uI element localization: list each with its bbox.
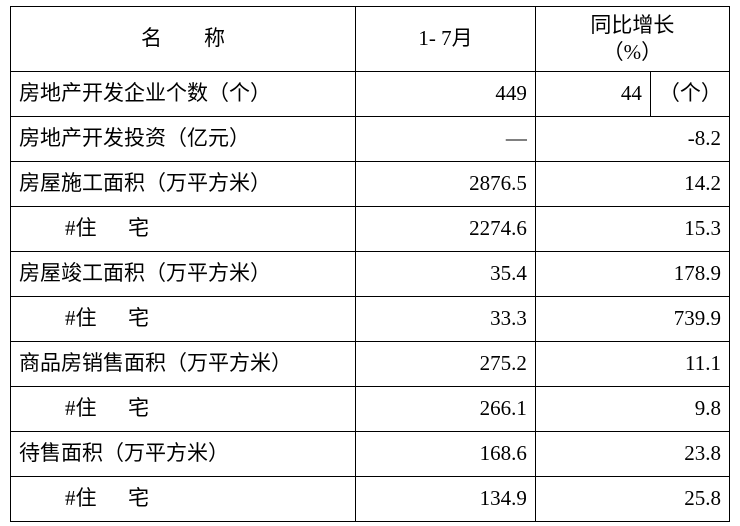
row-growth: 11.1 bbox=[535, 342, 729, 387]
row-growth-value: 44 bbox=[535, 72, 650, 117]
row-label: #住宅 bbox=[11, 387, 356, 432]
row-label: 房屋竣工面积（万平方米） bbox=[11, 252, 356, 297]
table-row: 房屋竣工面积（万平方米）35.4178.9 bbox=[11, 252, 730, 297]
row-growth: 178.9 bbox=[535, 252, 729, 297]
row-value: 449 bbox=[356, 72, 536, 117]
row-label: 房地产开发投资（亿元） bbox=[11, 117, 356, 162]
row-label: 房屋施工面积（万平方米） bbox=[11, 162, 356, 207]
row-label: #住宅 bbox=[11, 477, 356, 522]
table-row: #住宅33.3739.9 bbox=[11, 297, 730, 342]
table-header: 名 称 1- 7月 同比增长 （%） bbox=[11, 7, 730, 72]
table-row: 待售面积（万平方米）168.623.8 bbox=[11, 432, 730, 477]
row-growth: 14.2 bbox=[535, 162, 729, 207]
row-growth: 15.3 bbox=[535, 207, 729, 252]
header-growth-line1: 同比增长 bbox=[590, 13, 674, 37]
row-growth: 9.8 bbox=[535, 387, 729, 432]
table-container: 名 称 1- 7月 同比增长 （%） 房地产开发企业个数（个）44944（个）房… bbox=[0, 0, 740, 526]
row-growth: 23.8 bbox=[535, 432, 729, 477]
header-period-text: 1- 7月 bbox=[418, 26, 472, 50]
table-row: 房地产开发企业个数（个）44944（个） bbox=[11, 72, 730, 117]
table-row: #住宅266.19.8 bbox=[11, 387, 730, 432]
row-value: 2876.5 bbox=[356, 162, 536, 207]
row-growth: -8.2 bbox=[535, 117, 729, 162]
row-value: 33.3 bbox=[356, 297, 536, 342]
stats-table: 名 称 1- 7月 同比增长 （%） 房地产开发企业个数（个）44944（个）房… bbox=[10, 6, 730, 522]
row-label: #住宅 bbox=[11, 297, 356, 342]
row-growth: 25.8 bbox=[535, 477, 729, 522]
row-value: 168.6 bbox=[356, 432, 536, 477]
row-value: 266.1 bbox=[356, 387, 536, 432]
row-label: 商品房销售面积（万平方米） bbox=[11, 342, 356, 387]
table-row: 商品房销售面积（万平方米）275.211.1 bbox=[11, 342, 730, 387]
header-period: 1- 7月 bbox=[356, 7, 536, 72]
row-label: 待售面积（万平方米） bbox=[11, 432, 356, 477]
table-row: #住宅2274.615.3 bbox=[11, 207, 730, 252]
row-growth: 739.9 bbox=[535, 297, 729, 342]
header-name-text: 名 称 bbox=[141, 26, 225, 50]
header-row: 名 称 1- 7月 同比增长 （%） bbox=[11, 7, 730, 72]
header-growth: 同比增长 （%） bbox=[535, 7, 729, 72]
row-label: 房地产开发企业个数（个） bbox=[11, 72, 356, 117]
header-name: 名 称 bbox=[11, 7, 356, 72]
row-value: 2274.6 bbox=[356, 207, 536, 252]
row-value: — bbox=[356, 117, 536, 162]
row-value: 35.4 bbox=[356, 252, 536, 297]
table-row: 房地产开发投资（亿元）—-8.2 bbox=[11, 117, 730, 162]
row-label: #住宅 bbox=[11, 207, 356, 252]
row-value: 275.2 bbox=[356, 342, 536, 387]
row-value: 134.9 bbox=[356, 477, 536, 522]
table-row: 房屋施工面积（万平方米）2876.514.2 bbox=[11, 162, 730, 207]
table-body: 房地产开发企业个数（个）44944（个）房地产开发投资（亿元）—-8.2房屋施工… bbox=[11, 72, 730, 522]
table-row: #住宅134.925.8 bbox=[11, 477, 730, 522]
header-growth-line2: （%） bbox=[603, 40, 663, 64]
row-growth-unit: （个） bbox=[650, 72, 729, 117]
